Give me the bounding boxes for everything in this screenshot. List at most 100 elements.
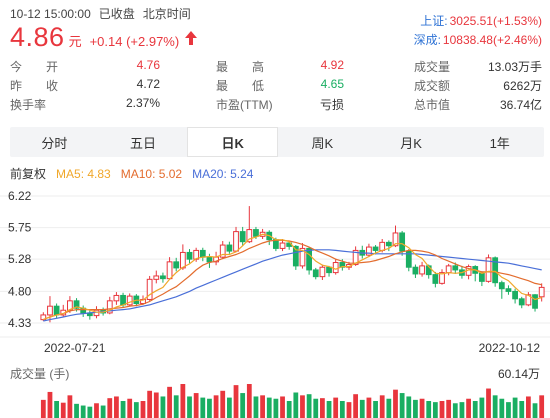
volume-bar [333,397,339,418]
volume-bar [280,396,285,418]
turnover-rate-label: 换手率 [10,98,47,112]
volume-bar [399,393,405,418]
volume-bar [120,401,126,418]
volume-bar [499,398,505,418]
volume-bar [226,397,232,418]
candle-body [332,262,339,274]
candle-body [246,229,253,243]
index-sz-value: 10838.48(+2.46%) [442,33,542,47]
candle-body [485,257,492,282]
index-quotes: 上证: 3025.51(+1.53%) 深成: 10838.48(+2.46%) [372,12,542,50]
candle [113,292,120,305]
volume-bar [273,398,279,418]
status-line: 10-12 15:00:00 已收盘 北京时间 [10,5,199,22]
index-sz[interactable]: 深成: 10838.48(+2.46%) [372,31,542,50]
volume-chart[interactable] [0,381,550,418]
volume-bar [379,395,385,418]
volume-bar [519,401,525,418]
candle [153,270,160,284]
volume-bar [200,397,206,418]
tab-weekly-k[interactable]: 周K [311,135,334,151]
market-cap-label: 总市值 [414,98,451,112]
volume-bar [293,392,299,418]
candle-body [498,282,505,290]
candle [532,294,538,312]
candle [312,267,319,280]
high-value: 4.92 [320,58,344,72]
candle-body [399,232,406,252]
candle-body [120,294,126,306]
candle [432,271,439,288]
tab-intraday[interactable]: 分时 [41,135,68,151]
volume-bar [240,393,246,418]
candle-body [405,250,412,268]
volume-bar [459,402,465,418]
candle-body [47,305,53,316]
candle [412,264,419,278]
index-sh-value: 3025.51(+1.53%) [449,14,542,28]
volume-bar [180,384,186,418]
tab-one-year[interactable]: 1年 [489,135,510,151]
candle-body [106,300,113,314]
volume-bar [306,394,312,418]
y-tick-label: 4.33 [8,316,32,330]
candle [419,261,425,277]
prev-close-label: 昨 收 [10,79,59,93]
high-label: 最 高 [216,60,265,74]
candle [472,265,479,282]
volume-bar [419,398,425,418]
volume-bar [87,406,93,418]
volume-bar [187,396,192,418]
candle [80,305,87,317]
volume-bar [525,396,531,418]
candle-body [299,247,306,267]
volume-bar [67,395,73,418]
candle-body [512,290,518,300]
candle [512,288,518,304]
candle [166,257,173,280]
adjust-mode-label[interactable]: 前复权 [10,167,47,181]
candle [53,303,60,319]
volume-bar [246,384,252,418]
tab-monthly-k[interactable]: 月K [400,135,422,151]
volume-bar [40,399,46,418]
volume-bar [193,393,199,418]
candle [439,269,445,285]
y-tick-label: 4.80 [8,284,32,298]
current-price: 4.86 [10,22,65,52]
quote-datetime: 10-12 15:00:00 [10,7,91,21]
candle [233,226,239,253]
volume-bar [413,399,418,418]
volume-bar [313,398,319,418]
tab-daily-k[interactable]: 日K [187,127,279,157]
volume-bar [486,388,491,418]
volume-bar [446,399,452,418]
volume-bar [220,390,226,418]
turnover-value: 6262万 [503,79,542,93]
candle-body [319,266,326,278]
candle-body [186,251,193,260]
volume-bar [54,401,60,418]
candle-body [206,256,213,263]
tab-five-day[interactable]: 五日 [130,135,157,151]
volume-bar [107,398,113,418]
volume-value: 13.03万手 [487,60,542,74]
volume-bar [432,402,438,418]
volume-bar [346,402,352,418]
candlestick-chart[interactable]: 6.22 5.75 5.28 4.80 4.33 2022-07-21 2022-10-12 [0,185,550,360]
candle [186,249,193,264]
volume-bar [492,395,498,418]
candle-body [312,269,319,278]
candle [465,264,472,280]
candle [405,249,412,272]
index-sh[interactable]: 上证: 3025.51(+1.53%) [372,12,542,31]
volume-bar [114,396,119,418]
candle-body [372,246,379,251]
volume-bar [60,402,66,418]
low-label: 最 低 [216,79,265,93]
volume-bar [286,401,292,418]
volume-bar [386,398,392,418]
candle-body [219,244,226,258]
pe-label: 市盈(TTM) [216,98,273,112]
ma20-line [43,249,542,322]
